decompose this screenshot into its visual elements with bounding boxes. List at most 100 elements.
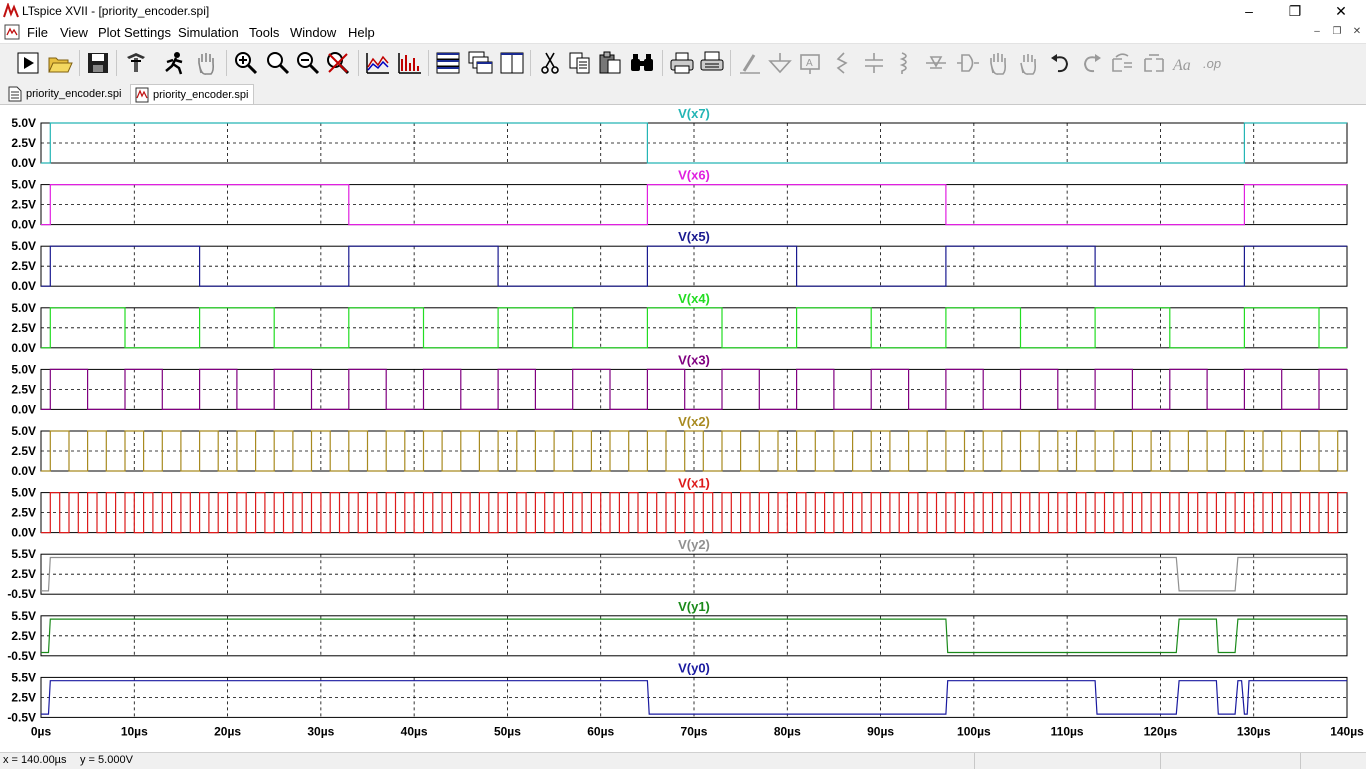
mirror-icon[interactable] — [1140, 49, 1168, 77]
zoom-area-icon[interactable] — [264, 49, 292, 77]
trace-vy0 — [41, 680, 1347, 715]
y-tick-label: 2.5V — [11, 382, 36, 396]
trace-vx7 — [41, 122, 1347, 164]
ground-icon[interactable] — [766, 49, 794, 77]
trace-label-vx5: V(x5) — [678, 229, 710, 244]
menu-tools[interactable]: Tools — [249, 25, 280, 40]
cursor-y-readout: y = 5.000V — [80, 754, 133, 766]
tab-waveform[interactable]: priority_encoder.spi — [130, 84, 254, 104]
tab-netlist[interactable]: priority_encoder.spi — [4, 84, 128, 104]
y-tick-label: 0.0V — [11, 279, 36, 293]
wire-icon[interactable] — [736, 49, 764, 77]
copy-icon[interactable] — [566, 49, 594, 77]
menu-help[interactable]: Help — [348, 25, 375, 40]
cut-icon[interactable] — [536, 49, 564, 77]
x-tick-label: 60µs — [587, 724, 614, 738]
zoom-cancel-icon[interactable] — [324, 49, 352, 77]
rotate-icon[interactable] — [1108, 49, 1136, 77]
autorange-icon[interactable] — [364, 49, 392, 77]
inductor-icon[interactable] — [890, 49, 918, 77]
document-tabs: priority_encoder.spi priority_encoder.sp… — [0, 82, 1366, 105]
text-icon[interactable]: Aa — [1170, 49, 1198, 77]
y-tick-label: 0.0V — [11, 156, 36, 170]
menu-simulation[interactable]: Simulation — [178, 25, 239, 40]
y-tick-label: 5.5V — [11, 609, 36, 623]
print-icon[interactable] — [668, 49, 696, 77]
halt-icon[interactable] — [160, 49, 188, 77]
x-tick-label: 40µs — [401, 724, 428, 738]
zoom-in-icon[interactable] — [232, 49, 260, 77]
trace-label-vx6: V(x6) — [678, 168, 710, 183]
minimize-button[interactable]: – — [1245, 3, 1253, 19]
menu-bar: File View Plot Settings Simulation Tools… — [0, 22, 1366, 42]
waveform-plot[interactable]: 5.0V 2.5V 0.0V V(x7) 5.0V 2.5V 0.0V V(x6) 5.0V 2.… — [0, 104, 1366, 752]
cursor-x-readout: x = 140.00µs — [3, 754, 67, 766]
menu-window[interactable]: Window — [290, 25, 337, 40]
x-tick-label: 90µs — [867, 724, 894, 738]
tab-label: priority_encoder.spi — [26, 88, 122, 100]
menu-view[interactable]: View — [60, 25, 88, 40]
tile-horizontal-icon[interactable] — [434, 49, 462, 77]
cascade-icon[interactable] — [466, 49, 494, 77]
trace-label-vx4: V(x4) — [678, 291, 710, 306]
x-tick-label: 10µs — [121, 724, 148, 738]
y-tick-label: 2.5V — [11, 506, 36, 520]
y-tick-label: 5.0V — [11, 178, 36, 192]
y-tick-label: 0.0V — [11, 402, 36, 416]
fft-icon[interactable] — [396, 49, 424, 77]
trace-label-vy0: V(y0) — [678, 660, 710, 675]
diode-icon[interactable] — [922, 49, 950, 77]
redo-icon[interactable] — [1078, 49, 1106, 77]
close-button[interactable]: ✕ — [1335, 3, 1347, 19]
mdi-restore-button[interactable]: ❐ — [1332, 26, 1342, 37]
y-tick-label: -0.5V — [7, 649, 36, 663]
trace-label-vy2: V(y2) — [678, 537, 710, 552]
y-tick-label: 2.5V — [11, 198, 36, 212]
trace-vx2 — [41, 430, 1347, 472]
svg-text:Aa: Aa — [1172, 57, 1191, 74]
trace-label-vx2: V(x2) — [678, 414, 710, 429]
pan-icon[interactable] — [192, 49, 220, 77]
menu-plot-settings[interactable]: Plot Settings — [98, 25, 171, 40]
y-tick-label: 2.5V — [11, 136, 36, 150]
drag-icon[interactable] — [1014, 49, 1042, 77]
ltspice-logo-icon — [3, 3, 19, 19]
menu-file[interactable]: File — [27, 25, 48, 40]
component-icon[interactable] — [954, 49, 982, 77]
y-tick-label: 2.5V — [11, 259, 36, 273]
control-panel-icon[interactable] — [122, 49, 150, 77]
save-icon[interactable] — [84, 49, 112, 77]
y-tick-label: 5.5V — [11, 670, 36, 684]
x-tick-label: 30µs — [307, 724, 334, 738]
trace-label-vx1: V(x1) — [678, 476, 710, 491]
undo-icon[interactable] — [1046, 49, 1074, 77]
y-tick-label: 5.5V — [11, 547, 36, 561]
mdi-close-button[interactable]: ✕ — [1352, 26, 1362, 37]
move-icon[interactable] — [984, 49, 1012, 77]
zoom-out-icon[interactable] — [294, 49, 322, 77]
y-tick-label: 5.0V — [11, 116, 36, 130]
capacitor-icon[interactable] — [860, 49, 888, 77]
y-tick-label: 0.0V — [11, 464, 36, 478]
y-tick-label: 5.0V — [11, 239, 36, 253]
y-tick-label: 0.0V — [11, 526, 36, 540]
trace-label-vx3: V(x3) — [678, 352, 710, 367]
tile-vertical-icon[interactable] — [498, 49, 526, 77]
print-setup-icon[interactable] — [698, 49, 726, 77]
spice-directive-icon[interactable]: .op — [1200, 49, 1228, 77]
x-tick-label: 70µs — [681, 724, 708, 738]
maximize-button[interactable]: ❐ — [1288, 3, 1302, 19]
document-system-menu-icon[interactable] — [4, 24, 20, 40]
find-icon[interactable] — [628, 49, 656, 77]
paste-icon[interactable] — [596, 49, 624, 77]
y-tick-label: 0.0V — [11, 341, 36, 355]
trace-vy1 — [41, 618, 1347, 654]
open-icon[interactable] — [46, 49, 74, 77]
mdi-minimize-button[interactable]: – — [1314, 26, 1320, 37]
title-bar: LTspice XVII - [priority_encoder.spi] – … — [0, 0, 1366, 22]
resistor-icon[interactable] — [828, 49, 856, 77]
label-net-icon[interactable]: A — [796, 49, 824, 77]
run-icon[interactable] — [14, 49, 42, 77]
y-tick-label: -0.5V — [7, 587, 36, 601]
tab-label: priority_encoder.spi — [153, 89, 249, 101]
